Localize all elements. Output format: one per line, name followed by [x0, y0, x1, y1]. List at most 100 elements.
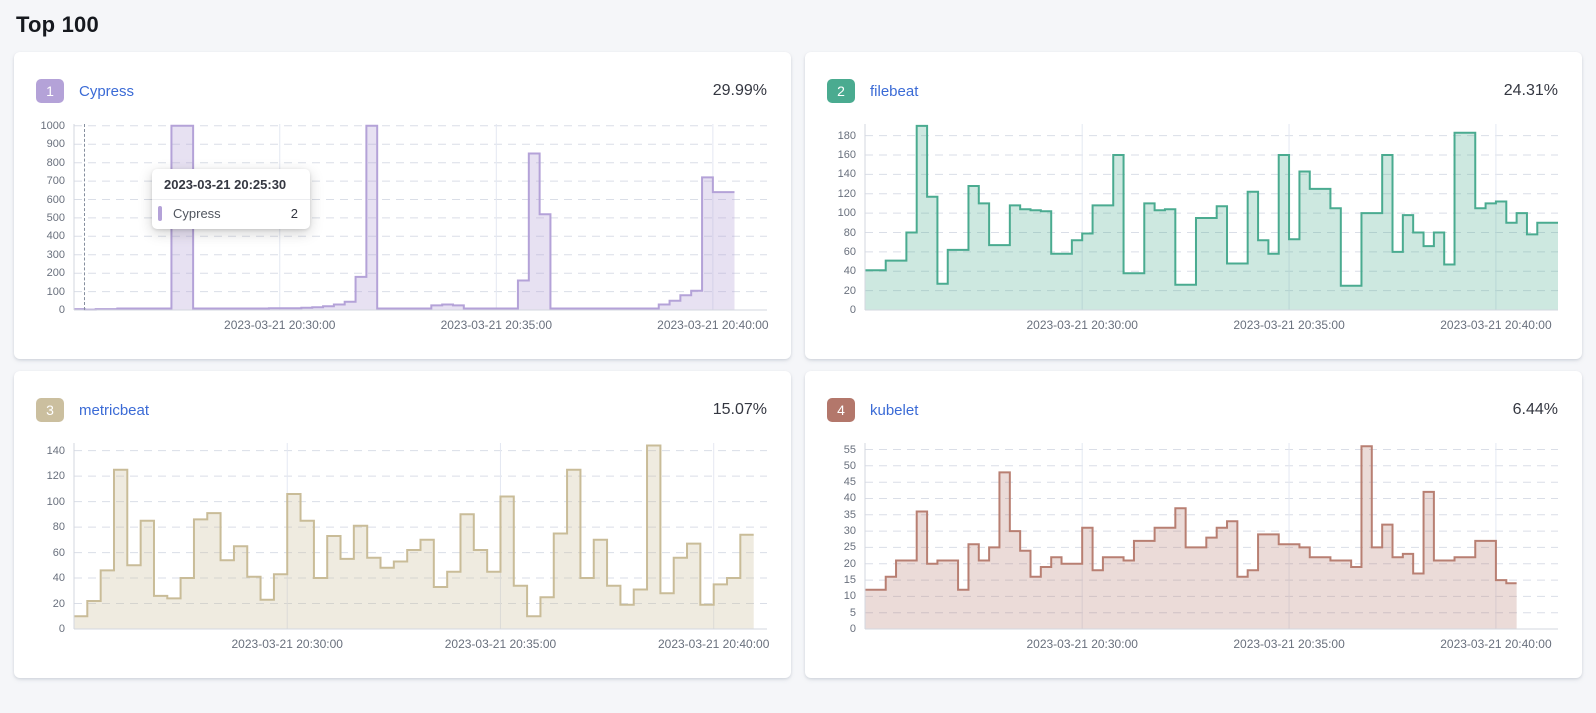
y-tick-label: 25 — [843, 541, 856, 554]
series-name-link[interactable]: Cypress — [79, 82, 135, 100]
charts-grid: 1 Cypress 29.99% 1000 900 800 700 600 500 400 3… — [14, 52, 1582, 678]
series-line — [865, 126, 1558, 286]
x-tick-label: 2023-03-21 20:40:00 — [1440, 637, 1552, 651]
y-tick-label: 0 — [849, 304, 856, 316]
chart-card-header: 2 filebeat 24.31% — [827, 79, 1558, 103]
y-tick-label: 140 — [837, 168, 856, 181]
y-axis: 55 50 45 40 35 30 25 20 15 10 5 0 — [827, 443, 865, 635]
rank-badge: 2 — [827, 79, 855, 103]
series-area — [865, 125, 1558, 311]
y-axis: 1000 900 800 700 600 500 400 300 200 100 0 — [36, 120, 74, 316]
y-tick-label: 5 — [849, 606, 856, 619]
plot-column: 2023-03-21 20:30:00 2023-03-21 20:35:00 20… — [865, 124, 1558, 336]
chart-card: 4 kubelet 6.44% 55 50 45 40 35 30 25 20 15 10 5 0 2… — [805, 371, 1582, 678]
series-name-link[interactable]: kubelet — [870, 401, 919, 419]
series-line — [74, 446, 754, 617]
y-tick-label: 800 — [46, 156, 65, 169]
chart-svg — [74, 443, 767, 629]
chart-card-header: 4 kubelet 6.44% — [827, 398, 1558, 422]
y-tick-label: 400 — [46, 230, 65, 243]
y-tick-label: 0 — [58, 304, 65, 316]
plot-column: 2023-03-21 20:30:00 2023-03-21 20:35:00 20… — [865, 443, 1558, 655]
rank-badge: 3 — [36, 398, 64, 422]
dashboard: Top 100 1 Cypress 29.99% 1000 900 800 700 60… — [0, 12, 1596, 678]
tooltip-series-row: Cypress 2 — [152, 199, 310, 229]
y-tick-label: 120 — [46, 470, 65, 483]
x-tick-label: 2023-03-21 20:30:00 — [231, 637, 343, 651]
y-tick-label: 60 — [52, 546, 65, 559]
tooltip-timestamp: 2023-03-21 20:25:30 — [164, 177, 287, 192]
tooltip-series-swatch — [158, 206, 162, 221]
y-tick-label: 300 — [46, 248, 65, 261]
y-tick-label: 20 — [843, 557, 856, 570]
chart-card: 2 filebeat 24.31% 180 160 140 120 100 80 60 40 2… — [805, 52, 1582, 359]
percent-value: 24.31% — [1503, 82, 1558, 99]
y-tick-label: 40 — [52, 572, 65, 585]
y-tick-label: 600 — [46, 193, 65, 206]
y-tick-label: 45 — [843, 476, 856, 489]
y-tick-label: 50 — [843, 459, 856, 472]
y-tick-label: 20 — [52, 597, 65, 610]
series-name-link[interactable]: metricbeat — [79, 401, 150, 419]
percent-value: 29.99% — [712, 82, 767, 99]
chart-plot[interactable]: 2023-03-21 20:25:30 Cypress 2 — [74, 124, 767, 310]
y-tick-label: 30 — [843, 525, 856, 538]
series-line — [74, 126, 734, 310]
y-tick-label: 200 — [46, 267, 65, 280]
y-tick-label: 40 — [843, 265, 856, 278]
series-area — [74, 445, 754, 629]
chart-area: 55 50 45 40 35 30 25 20 15 10 5 0 2023-03-21 20:30:… — [827, 443, 1558, 655]
chart-plot[interactable] — [74, 443, 767, 629]
rank-badge: 1 — [36, 79, 64, 103]
y-tick-label: 500 — [46, 211, 65, 224]
x-tick-label: 2023-03-21 20:40:00 — [1440, 318, 1552, 332]
x-tick-label: 2023-03-21 20:40:00 — [657, 318, 769, 332]
x-tick-label: 2023-03-21 20:30:00 — [1026, 637, 1138, 651]
y-tick-label: 40 — [843, 492, 856, 505]
y-tick-label: 180 — [837, 129, 856, 142]
y-tick-label: 120 — [837, 187, 856, 200]
hover-crosshair-line — [84, 124, 86, 310]
x-tick-label: 2023-03-21 20:30:00 — [224, 318, 336, 332]
chart-area: 140 120 100 80 60 40 20 0 2023-03-21 20:30:00 20… — [36, 443, 770, 655]
tooltip-series-value: 2 — [290, 206, 298, 221]
x-tick-label: 2023-03-21 20:35:00 — [440, 318, 553, 332]
x-tick-label: 2023-03-21 20:30:00 — [1026, 318, 1138, 332]
plot-column: 2023-03-21 20:25:30 Cypress 2 2023-03-21… — [74, 124, 769, 336]
plot-column: 2023-03-21 20:30:00 2023-03-21 20:35:00 20… — [74, 443, 770, 655]
chart-tooltip: 2023-03-21 20:25:30 Cypress 2 — [152, 169, 310, 229]
chart-svg — [865, 124, 1558, 310]
x-axis-labels: 2023-03-21 20:30:00 2023-03-21 20:35:00 20… — [865, 318, 1558, 336]
y-tick-label: 35 — [843, 508, 856, 521]
chart-card: 1 Cypress 29.99% 1000 900 800 700 600 500 400 3… — [14, 52, 791, 359]
y-tick-label: 100 — [46, 495, 65, 508]
y-tick-label: 160 — [837, 149, 856, 161]
tooltip-series-label: Cypress — [173, 206, 221, 221]
chart-area: 1000 900 800 700 600 500 400 300 200 100 0 2023-03… — [36, 120, 769, 336]
chart-area: 180 160 140 120 100 80 60 40 20 0 2023-03-21 20:3… — [827, 124, 1558, 336]
y-tick-label: 80 — [52, 521, 65, 534]
y-tick-label: 60 — [843, 245, 856, 258]
series-area — [865, 446, 1517, 629]
y-tick-label: 0 — [58, 623, 65, 635]
chart-card-header: 1 Cypress 29.99% — [36, 79, 767, 103]
y-tick-label: 80 — [843, 226, 856, 239]
page-title: Top 100 — [16, 12, 99, 37]
y-tick-label: 15 — [843, 574, 856, 587]
x-axis-labels: 2023-03-21 20:30:00 2023-03-21 20:35:00 20… — [865, 637, 1558, 655]
x-axis-labels: 2023-03-21 20:30:00 2023-03-21 20:35:00 20… — [74, 637, 770, 655]
y-axis: 180 160 140 120 100 80 60 40 20 0 — [827, 124, 865, 316]
series-name-link[interactable]: filebeat — [870, 82, 919, 100]
chart-plot[interactable] — [865, 124, 1558, 310]
y-tick-label: 100 — [46, 285, 65, 298]
y-axis: 140 120 100 80 60 40 20 0 — [36, 443, 74, 635]
chart-card: 3 metricbeat 15.07% 140 120 100 80 60 40 20 0 2… — [14, 371, 791, 678]
y-tick-label: 55 — [843, 443, 856, 456]
y-tick-label: 10 — [843, 590, 856, 603]
y-tick-label: 140 — [46, 444, 65, 457]
x-tick-label: 2023-03-21 20:40:00 — [657, 637, 770, 651]
y-tick-label: 100 — [837, 207, 856, 220]
chart-plot[interactable] — [865, 443, 1558, 629]
chart-card-header: 3 metricbeat 15.07% — [36, 398, 767, 422]
x-tick-label: 2023-03-21 20:35:00 — [1233, 637, 1345, 651]
